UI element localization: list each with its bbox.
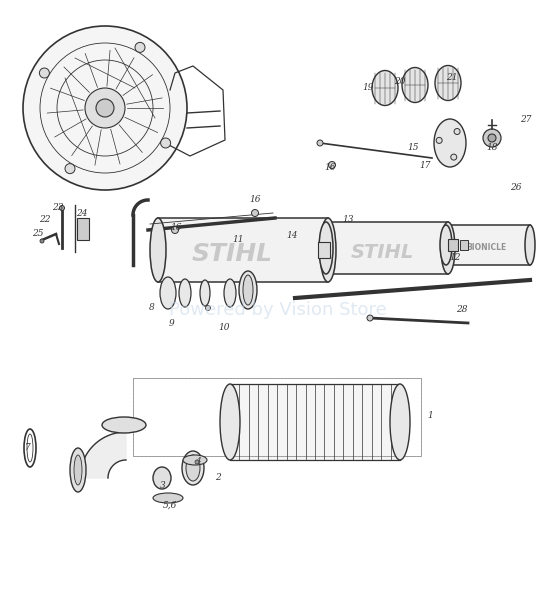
- Ellipse shape: [153, 467, 171, 489]
- Ellipse shape: [179, 279, 191, 307]
- Ellipse shape: [441, 222, 455, 274]
- Circle shape: [488, 134, 496, 142]
- Ellipse shape: [243, 275, 253, 305]
- Text: 18: 18: [486, 144, 498, 153]
- Circle shape: [135, 42, 145, 52]
- Text: 16: 16: [324, 163, 336, 172]
- Ellipse shape: [182, 451, 204, 485]
- Text: 26: 26: [510, 183, 522, 192]
- Ellipse shape: [200, 280, 210, 306]
- Ellipse shape: [183, 455, 207, 465]
- Circle shape: [65, 163, 75, 174]
- Ellipse shape: [440, 225, 452, 265]
- Text: 23: 23: [52, 203, 63, 212]
- Ellipse shape: [220, 384, 240, 460]
- Text: 12: 12: [449, 253, 461, 262]
- Text: STIHL: STIHL: [192, 242, 272, 266]
- Ellipse shape: [186, 455, 200, 481]
- Circle shape: [40, 68, 50, 78]
- Text: 25: 25: [32, 229, 44, 238]
- Ellipse shape: [153, 493, 183, 503]
- Text: 19: 19: [362, 83, 374, 92]
- Bar: [448, 239, 458, 251]
- Circle shape: [329, 162, 335, 168]
- Text: 5,6: 5,6: [163, 500, 177, 510]
- Text: 22: 22: [39, 215, 51, 224]
- Ellipse shape: [224, 279, 236, 307]
- Polygon shape: [80, 432, 126, 478]
- Circle shape: [23, 26, 187, 190]
- Text: Powered by Vision Store: Powered by Vision Store: [169, 301, 387, 319]
- Ellipse shape: [402, 68, 428, 103]
- Text: 16: 16: [249, 195, 261, 204]
- Text: 10: 10: [218, 323, 229, 332]
- Circle shape: [60, 206, 65, 210]
- Bar: [158, 218, 328, 282]
- Ellipse shape: [160, 277, 176, 309]
- Text: 1: 1: [427, 411, 433, 420]
- Text: BIONICLE: BIONICLE: [466, 242, 506, 251]
- Circle shape: [367, 315, 373, 321]
- Ellipse shape: [74, 455, 82, 485]
- Bar: [326, 222, 448, 274]
- Text: STIHL: STIHL: [350, 242, 414, 262]
- Text: 17: 17: [419, 160, 431, 169]
- Text: 7: 7: [25, 443, 31, 452]
- Text: 27: 27: [520, 116, 532, 124]
- Bar: [230, 384, 400, 460]
- Circle shape: [195, 460, 199, 464]
- Ellipse shape: [320, 218, 336, 282]
- Text: 2: 2: [215, 473, 221, 482]
- Ellipse shape: [390, 384, 410, 460]
- Circle shape: [317, 140, 323, 146]
- Text: 21: 21: [446, 74, 458, 83]
- Circle shape: [85, 88, 125, 128]
- Ellipse shape: [434, 119, 466, 167]
- Ellipse shape: [525, 225, 535, 265]
- Text: 20: 20: [394, 78, 405, 86]
- Text: 11: 11: [232, 236, 244, 244]
- Text: 24: 24: [76, 209, 88, 218]
- Text: 8: 8: [149, 303, 155, 312]
- Circle shape: [96, 99, 114, 117]
- Text: 4: 4: [195, 458, 201, 467]
- Text: 28: 28: [456, 306, 468, 315]
- Ellipse shape: [102, 417, 146, 433]
- Circle shape: [172, 227, 178, 233]
- Circle shape: [436, 137, 442, 144]
- Bar: [133, 378, 421, 456]
- Circle shape: [483, 129, 501, 147]
- Circle shape: [451, 154, 457, 160]
- Circle shape: [40, 239, 44, 243]
- Ellipse shape: [372, 71, 398, 106]
- Text: 13: 13: [342, 215, 354, 224]
- Bar: [460, 240, 468, 250]
- Circle shape: [454, 128, 460, 134]
- Bar: [77, 218, 89, 240]
- Bar: [446, 225, 530, 265]
- Bar: [318, 242, 330, 258]
- Ellipse shape: [435, 66, 461, 101]
- Text: 3: 3: [160, 482, 166, 490]
- Ellipse shape: [319, 222, 333, 274]
- Circle shape: [252, 209, 258, 216]
- Ellipse shape: [150, 218, 166, 282]
- Text: 15: 15: [407, 144, 419, 153]
- Ellipse shape: [239, 271, 257, 309]
- Circle shape: [206, 306, 211, 311]
- Text: 9: 9: [169, 318, 175, 327]
- Text: 14: 14: [286, 230, 298, 239]
- Ellipse shape: [70, 448, 86, 492]
- Circle shape: [160, 138, 170, 148]
- Text: 16: 16: [170, 224, 182, 233]
